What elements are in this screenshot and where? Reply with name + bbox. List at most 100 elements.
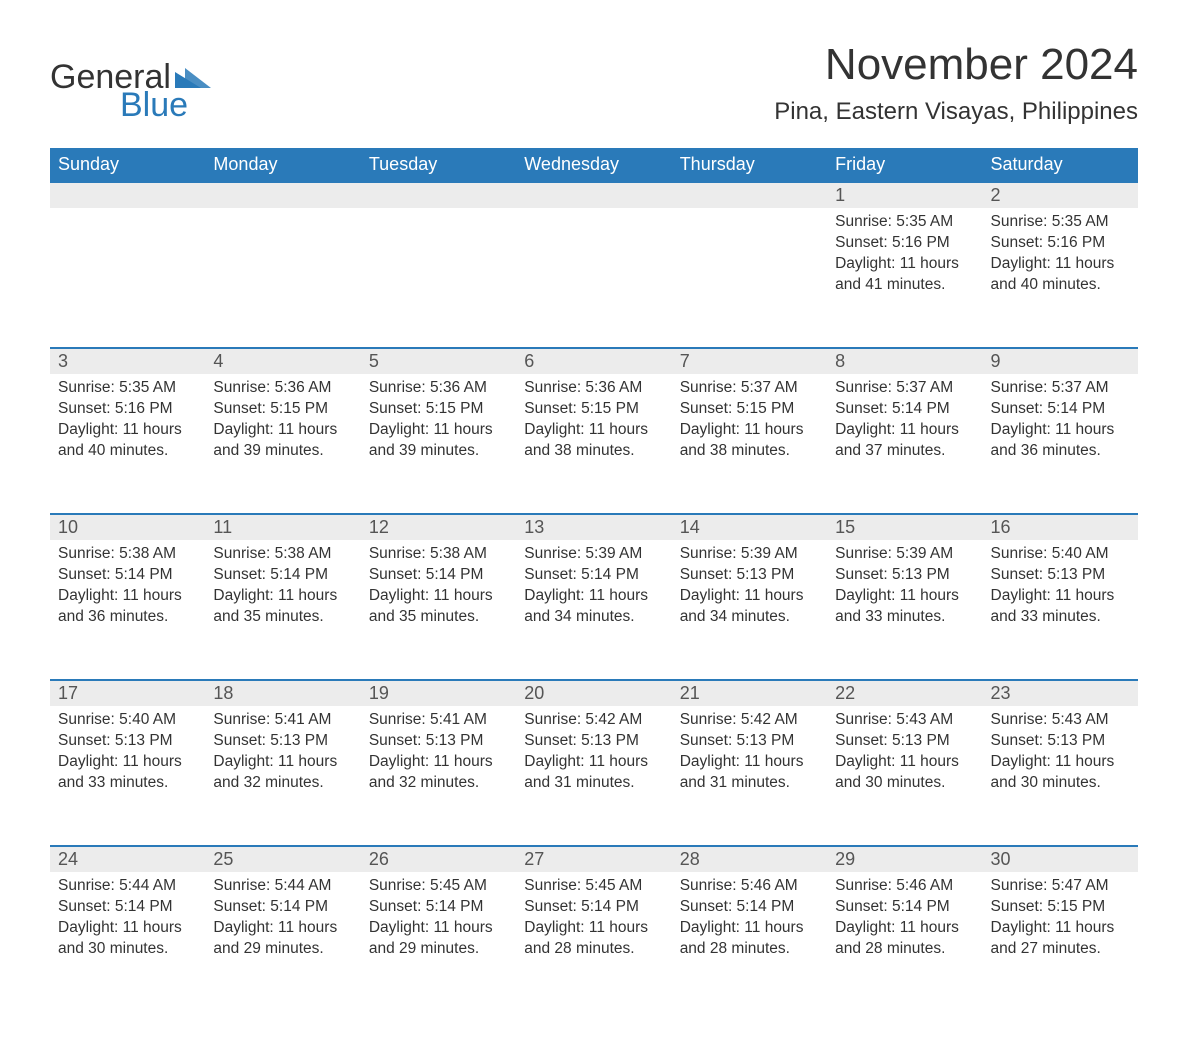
daylight-line-1: Daylight: 11 hours	[58, 586, 197, 607]
sunrise-line: Sunrise: 5:36 AM	[369, 378, 508, 399]
day-number-cell: 25	[205, 846, 360, 872]
daylight-line-1: Daylight: 11 hours	[524, 918, 663, 939]
daylight-line-1: Daylight: 11 hours	[213, 752, 352, 773]
day-number-cell: 15	[827, 514, 982, 540]
day-content-cell: Sunrise: 5:36 AMSunset: 5:15 PMDaylight:…	[516, 374, 671, 514]
sunset-line: Sunset: 5:16 PM	[58, 399, 197, 420]
day-number-cell: 17	[50, 680, 205, 706]
day-content-cell: Sunrise: 5:44 AMSunset: 5:14 PMDaylight:…	[205, 872, 360, 1012]
day-content-cell: Sunrise: 5:39 AMSunset: 5:14 PMDaylight:…	[516, 540, 671, 680]
daylight-line-2: and 33 minutes.	[991, 607, 1130, 628]
sunset-line: Sunset: 5:14 PM	[524, 565, 663, 586]
day-number-cell: 16	[983, 514, 1138, 540]
sunset-line: Sunset: 5:14 PM	[58, 565, 197, 586]
day-number-cell: 20	[516, 680, 671, 706]
day-content-cell: Sunrise: 5:37 AMSunset: 5:14 PMDaylight:…	[827, 374, 982, 514]
sunrise-line: Sunrise: 5:45 AM	[369, 876, 508, 897]
calendar-table: Sunday Monday Tuesday Wednesday Thursday…	[50, 148, 1138, 1012]
title-block: November 2024 Pina, Eastern Visayas, Phi…	[774, 40, 1138, 138]
day-content-cell: Sunrise: 5:42 AMSunset: 5:13 PMDaylight:…	[516, 706, 671, 846]
weekday-header: Monday	[205, 148, 360, 182]
sunset-line: Sunset: 5:13 PM	[369, 731, 508, 752]
daylight-line-2: and 41 minutes.	[835, 275, 974, 296]
weekday-header: Tuesday	[361, 148, 516, 182]
sunrise-line: Sunrise: 5:43 AM	[991, 710, 1130, 731]
sunset-line: Sunset: 5:13 PM	[835, 565, 974, 586]
day-number-cell	[516, 182, 671, 208]
day-number-cell	[361, 182, 516, 208]
daylight-line-1: Daylight: 11 hours	[680, 420, 819, 441]
day-number-cell: 26	[361, 846, 516, 872]
day-number-cell: 3	[50, 348, 205, 374]
daylight-line-2: and 33 minutes.	[58, 773, 197, 794]
daylight-line-1: Daylight: 11 hours	[991, 752, 1130, 773]
header: General Blue November 2024 Pina, Eastern…	[50, 40, 1138, 138]
daylight-line-2: and 34 minutes.	[680, 607, 819, 628]
sunrise-line: Sunrise: 5:36 AM	[213, 378, 352, 399]
logo-word-2: Blue	[120, 88, 211, 122]
sunset-line: Sunset: 5:15 PM	[213, 399, 352, 420]
sunrise-line: Sunrise: 5:42 AM	[524, 710, 663, 731]
calendar-body: 12 Sunrise: 5:35 AMSunset: 5:16 PMDaylig…	[50, 182, 1138, 1012]
daylight-line-2: and 36 minutes.	[58, 607, 197, 628]
sunset-line: Sunset: 5:13 PM	[991, 731, 1130, 752]
daylight-line-1: Daylight: 11 hours	[213, 586, 352, 607]
sunset-line: Sunset: 5:14 PM	[213, 897, 352, 918]
daylight-line-2: and 39 minutes.	[369, 441, 508, 462]
sunrise-line: Sunrise: 5:40 AM	[991, 544, 1130, 565]
weekday-header: Wednesday	[516, 148, 671, 182]
daylight-line-1: Daylight: 11 hours	[369, 420, 508, 441]
daylight-line-2: and 33 minutes.	[835, 607, 974, 628]
day-content-cell: Sunrise: 5:38 AMSunset: 5:14 PMDaylight:…	[50, 540, 205, 680]
day-content-cell: Sunrise: 5:39 AMSunset: 5:13 PMDaylight:…	[672, 540, 827, 680]
day-number-cell: 19	[361, 680, 516, 706]
daylight-line-1: Daylight: 11 hours	[58, 918, 197, 939]
sunset-line: Sunset: 5:14 PM	[835, 897, 974, 918]
sunset-line: Sunset: 5:14 PM	[213, 565, 352, 586]
sunrise-line: Sunrise: 5:35 AM	[991, 212, 1130, 233]
day-content-row: Sunrise: 5:40 AMSunset: 5:13 PMDaylight:…	[50, 706, 1138, 846]
daylight-line-1: Daylight: 11 hours	[991, 586, 1130, 607]
day-content-cell: Sunrise: 5:42 AMSunset: 5:13 PMDaylight:…	[672, 706, 827, 846]
day-content-cell: Sunrise: 5:38 AMSunset: 5:14 PMDaylight:…	[205, 540, 360, 680]
daylight-line-2: and 30 minutes.	[835, 773, 974, 794]
day-content-cell: Sunrise: 5:38 AMSunset: 5:14 PMDaylight:…	[361, 540, 516, 680]
sunset-line: Sunset: 5:16 PM	[835, 233, 974, 254]
sunrise-line: Sunrise: 5:37 AM	[991, 378, 1130, 399]
daylight-line-2: and 34 minutes.	[524, 607, 663, 628]
sunset-line: Sunset: 5:15 PM	[369, 399, 508, 420]
day-content-cell	[672, 208, 827, 348]
sunset-line: Sunset: 5:14 PM	[524, 897, 663, 918]
daylight-line-2: and 28 minutes.	[680, 939, 819, 960]
daylight-line-2: and 40 minutes.	[991, 275, 1130, 296]
daylight-line-2: and 37 minutes.	[835, 441, 974, 462]
day-content-cell: Sunrise: 5:35 AMSunset: 5:16 PMDaylight:…	[827, 208, 982, 348]
daylight-line-2: and 31 minutes.	[524, 773, 663, 794]
daylight-line-2: and 27 minutes.	[991, 939, 1130, 960]
day-number-cell: 21	[672, 680, 827, 706]
day-content-cell: Sunrise: 5:47 AMSunset: 5:15 PMDaylight:…	[983, 872, 1138, 1012]
day-number-row: 10111213141516	[50, 514, 1138, 540]
sunset-line: Sunset: 5:13 PM	[524, 731, 663, 752]
day-content-cell: Sunrise: 5:37 AMSunset: 5:15 PMDaylight:…	[672, 374, 827, 514]
sunset-line: Sunset: 5:14 PM	[369, 565, 508, 586]
sunrise-line: Sunrise: 5:39 AM	[680, 544, 819, 565]
daylight-line-2: and 28 minutes.	[835, 939, 974, 960]
weekday-header: Friday	[827, 148, 982, 182]
daylight-line-1: Daylight: 11 hours	[835, 586, 974, 607]
daylight-line-2: and 31 minutes.	[680, 773, 819, 794]
daylight-line-1: Daylight: 11 hours	[680, 586, 819, 607]
day-number-cell: 11	[205, 514, 360, 540]
sunrise-line: Sunrise: 5:41 AM	[369, 710, 508, 731]
day-content-cell	[361, 208, 516, 348]
day-number-cell: 12	[361, 514, 516, 540]
daylight-line-1: Daylight: 11 hours	[58, 420, 197, 441]
sunset-line: Sunset: 5:13 PM	[58, 731, 197, 752]
day-number-cell: 8	[827, 348, 982, 374]
sunrise-line: Sunrise: 5:37 AM	[680, 378, 819, 399]
logo-triangle-icon	[175, 68, 211, 88]
daylight-line-2: and 30 minutes.	[58, 939, 197, 960]
day-content-cell: Sunrise: 5:39 AMSunset: 5:13 PMDaylight:…	[827, 540, 982, 680]
daylight-line-2: and 38 minutes.	[680, 441, 819, 462]
sunset-line: Sunset: 5:15 PM	[680, 399, 819, 420]
